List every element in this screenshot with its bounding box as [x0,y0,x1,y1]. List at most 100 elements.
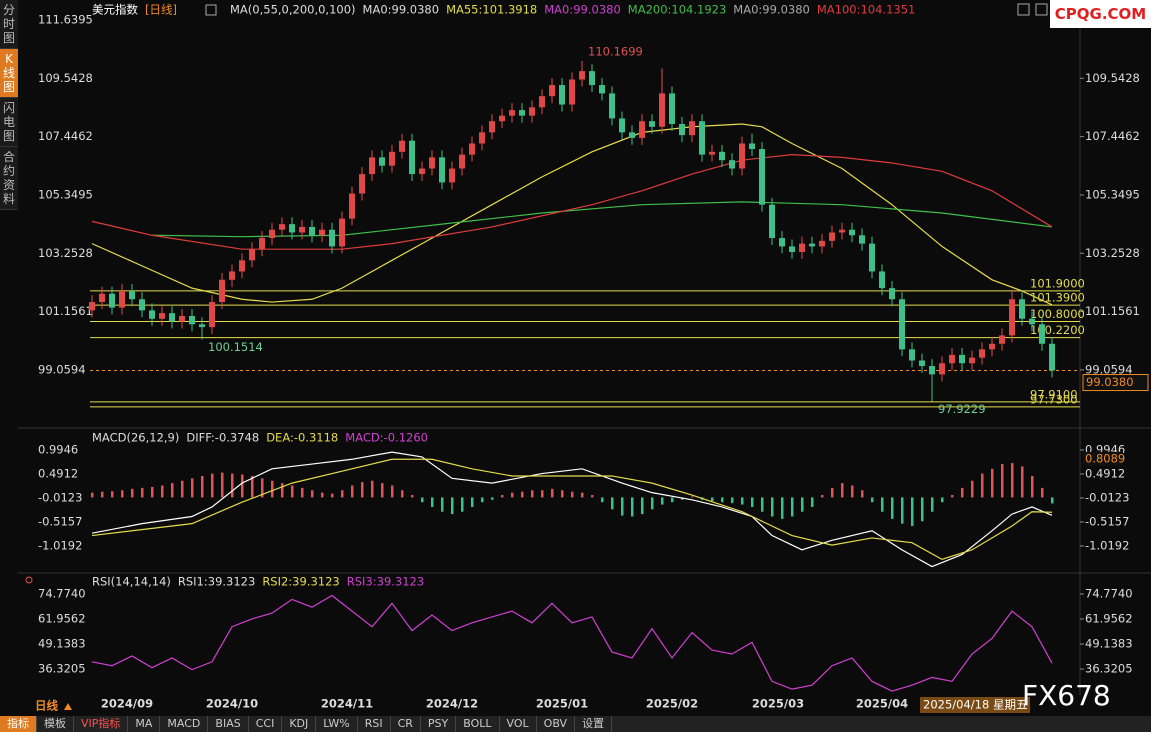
candle-body [849,229,855,236]
candle-body [139,299,145,311]
icon [205,4,217,16]
toolbar-item[interactable]: PSY [421,716,457,732]
toolbar-item[interactable]: LW% [316,716,358,732]
candle-body [289,224,295,233]
side-tab[interactable]: 分时图 [0,0,18,49]
macd-bar [1001,464,1004,498]
candle-body [639,121,645,138]
candle-body [499,115,505,122]
y-tick-label: -1.0192 [1085,538,1129,552]
candle-body [259,238,265,250]
macd-bar [551,488,554,498]
candle-body [559,85,565,105]
y-tick-label: 61.9562 [38,612,86,626]
macd-bar [861,490,864,498]
annotation: 100.1514 [208,340,263,354]
date-label: 2025/04/18 星期五 [923,698,1027,712]
level-label: 101.9000 [1030,276,1085,290]
candle-body [979,349,985,358]
candle-body [1049,343,1055,371]
y-tick-label: 101.1561 [38,304,93,318]
legend-label: 美元指数 [92,3,138,17]
toolbar-item[interactable]: CCI [249,716,283,732]
macd-bar [311,490,314,498]
candle-body [279,224,285,230]
macd-bar [211,473,214,498]
y-tick-label: 109.5428 [38,71,93,85]
macd-bar [591,495,594,498]
candle-body [109,293,115,308]
candle-body [219,279,225,303]
toolbar-item[interactable]: MA [128,716,161,732]
candle-body [789,246,795,252]
legend-label: MA55:101.3918 [446,3,537,17]
candle-body [509,110,515,116]
toolbar-item[interactable]: KDJ [282,716,317,732]
marker-label: 0.8089 [1085,451,1125,465]
level-label: 101.3900 [1030,291,1085,305]
macd-bar [381,483,384,498]
toolbar-item[interactable]: OBV [537,716,576,732]
toolbar-item[interactable]: MACD [160,716,209,732]
candle-body [359,174,365,194]
candle-body [469,143,475,155]
watermark: FX678 [1022,679,1111,712]
candle-body [889,288,895,300]
macd-bar [781,497,784,519]
candle-body [739,143,745,169]
x-tick-label: 2024/10 [206,697,258,711]
line [91,458,1053,561]
toolbar-item[interactable]: 指标 [0,716,37,732]
candle-body [479,132,485,144]
macd-bar [451,497,454,515]
toolbar-item[interactable]: CR [391,716,421,732]
candle-body [949,354,955,364]
side-tab[interactable]: 合约资料 [0,147,18,210]
macd-bar [801,497,804,512]
candle-body [189,315,195,325]
side-tab[interactable]: 闪电图 [0,98,18,147]
candle-body [699,121,705,155]
candle-body [1039,324,1045,344]
candle-body [539,96,545,108]
candle-body [659,93,665,127]
toolbar-item[interactable]: 模板 [37,716,74,732]
candle-body [579,71,585,80]
side-tab[interactable]: K线图 [0,49,18,98]
candle-body [689,121,695,136]
macd-bar [221,472,224,498]
macd-bar [691,496,694,498]
candle-body [959,354,965,364]
candle-body [709,151,715,155]
toolbar-item[interactable]: VIP指标 [74,716,129,732]
macd-bar [521,491,524,498]
macd-bar [511,492,514,498]
toolbar-item[interactable]: RSI [358,716,391,732]
candle-body [729,160,735,169]
y-tick-label: 36.3205 [38,662,86,676]
toolbar-item[interactable]: 设置 [575,716,613,732]
candle-body [339,218,345,247]
macd-bar [191,478,194,498]
toolbar-item[interactable]: VOL [500,716,537,732]
macd-bar [261,478,264,498]
macd-bar [821,495,824,498]
x-tick-label: 2025/01 [536,697,588,711]
macd-bar [171,483,174,498]
candle-body [89,302,95,311]
icon [64,703,72,710]
candle-body [679,124,685,136]
candle-body [589,71,595,86]
toolbar-item[interactable]: BIAS [208,716,249,732]
sidebar: 分时图 K线图 闪电图 合约资料 [0,0,18,210]
price-box [1082,374,1149,392]
legend-label: MA(0,55,0,200,0,100) [230,3,356,17]
macd-bar [271,480,274,498]
toolbar-item[interactable]: BOLL [456,716,500,732]
y-tick-label: 103.2528 [1085,246,1140,260]
candle-body [489,121,495,133]
candle-body [1019,299,1025,319]
legend-label: MACD(26,12,9) [92,431,179,445]
macd-bar [751,497,754,507]
candle-body [899,299,905,350]
